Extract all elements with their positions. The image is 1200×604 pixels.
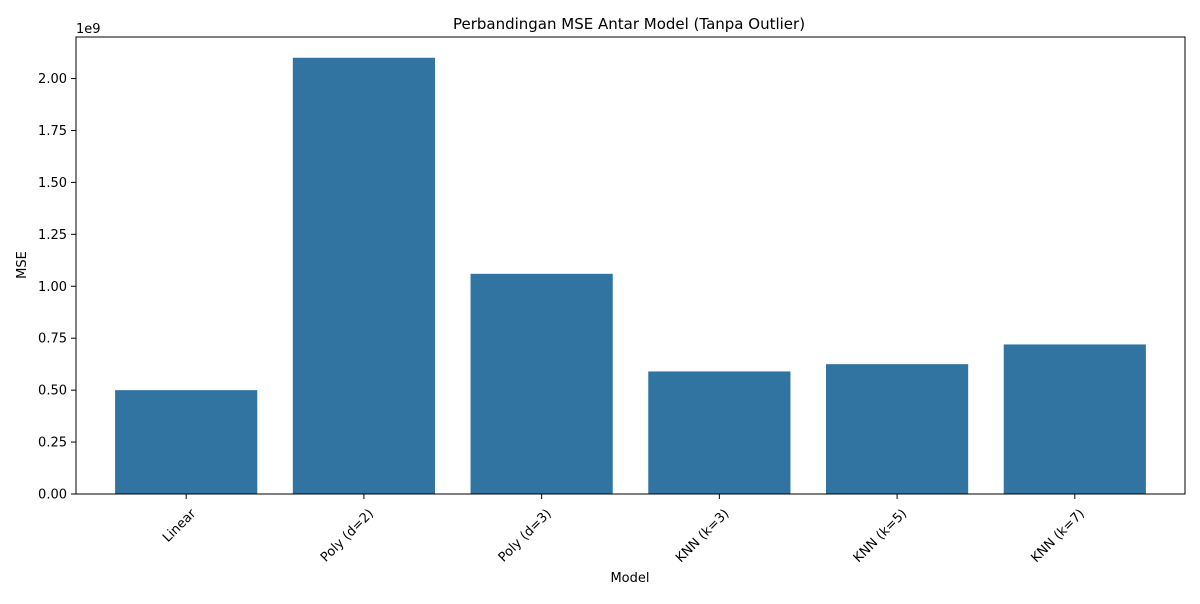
y-tick-label: 1.00 bbox=[38, 280, 67, 295]
bar bbox=[1003, 344, 1146, 494]
y-tick-label: 0.25 bbox=[38, 436, 67, 451]
bars-layer bbox=[115, 57, 1146, 495]
x-tick-label: KNN (k=5) bbox=[851, 506, 910, 565]
y-tick-label: 0.75 bbox=[38, 332, 67, 347]
bar bbox=[470, 273, 613, 494]
x-axis-ticks: Linear Poly (d=2) Poly (d=3) KNN (k=3) KNN (… bbox=[160, 494, 1088, 566]
chart-title: Perbandingan MSE Antar Model (Tanpa Outl… bbox=[453, 15, 805, 33]
y-axis-ticks: 0.00 0.25 0.50 0.75 1.00 1.25 1.50 1.75 2.00 bbox=[38, 72, 76, 503]
y-tick-label: 0.00 bbox=[38, 488, 67, 503]
plot-frame bbox=[75, 36, 1186, 495]
y-axis-offset-label: 1e9 bbox=[76, 22, 101, 37]
x-tick-label: Poly (d=2) bbox=[318, 506, 377, 565]
x-tick-label: Linear bbox=[160, 506, 200, 546]
y-tick-label: 1.50 bbox=[38, 176, 67, 191]
bar bbox=[648, 371, 791, 494]
y-tick-label: 1.75 bbox=[38, 124, 67, 139]
y-tick-label: 2.00 bbox=[38, 72, 67, 87]
x-tick-label: Poly (d=3) bbox=[496, 506, 555, 565]
bar bbox=[826, 364, 969, 494]
x-tick-label: KNN (k=7) bbox=[1028, 506, 1087, 565]
x-axis-label: Model bbox=[610, 571, 649, 586]
y-tick-label: 0.50 bbox=[38, 384, 67, 399]
y-axis-label: MSE bbox=[15, 251, 30, 279]
x-tick-label: KNN (k=3) bbox=[673, 506, 732, 565]
y-tick-label: 1.25 bbox=[38, 228, 67, 243]
bar bbox=[115, 390, 258, 494]
bar bbox=[292, 57, 435, 495]
